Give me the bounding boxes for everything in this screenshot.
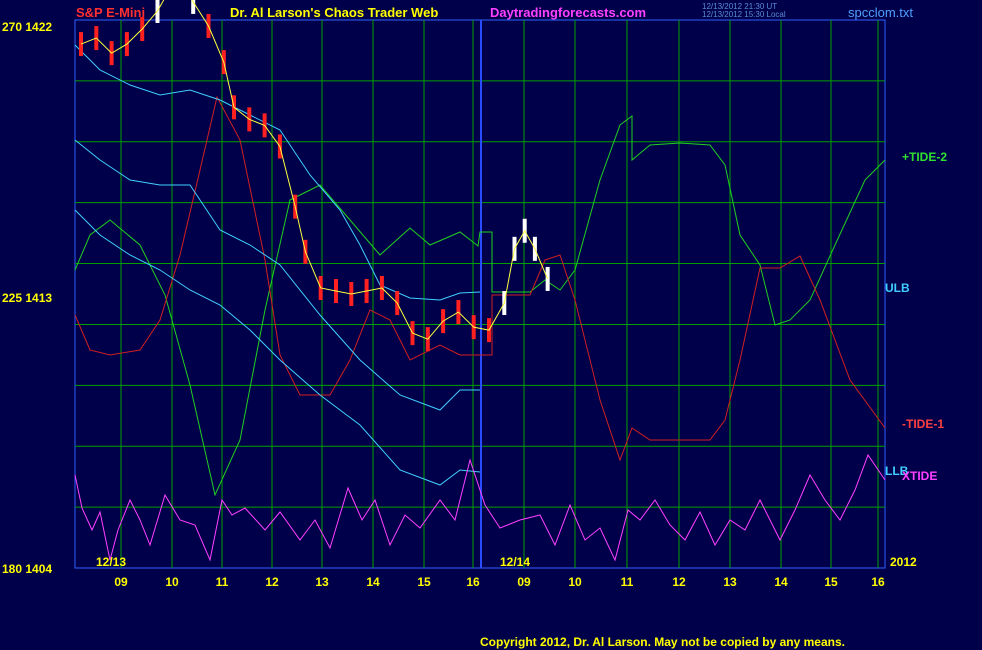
x-tick-label: 15 (417, 575, 431, 589)
y-tick-label: 225 1413 (2, 291, 52, 305)
x-tick-label: 11 (621, 575, 634, 589)
tide-plus2-line (74, 115, 886, 497)
x-tick-label: 11 (216, 575, 229, 589)
date-label: 2012 (890, 555, 917, 569)
xtide-line (74, 453, 886, 562)
timestamp-local: 12/13/2012 15:30 Local (702, 10, 786, 19)
series-label-xtide: XTIDE (902, 469, 937, 483)
x-tick-label: 09 (517, 575, 531, 589)
timestamp-ut: 12/13/2012 21:30 UT (702, 2, 778, 11)
x-tick-label: 13 (723, 575, 737, 589)
date-label: 12/13 (96, 555, 126, 569)
x-tick-label: 14 (366, 575, 380, 589)
y-tick-label: 270 1422 (2, 20, 52, 34)
chart-title: Dr. Al Larson's Chaos Trader Web (230, 5, 439, 20)
price-bar (191, 0, 196, 14)
ulb-inner-line (74, 139, 480, 411)
series-label-llb: LLB (885, 464, 909, 478)
x-tick-label: 09 (114, 575, 128, 589)
series-label-ulb: ULB (885, 281, 910, 295)
x-tick-label: 13 (315, 575, 329, 589)
series-label-tide-plus2: +TIDE-2 (902, 150, 947, 164)
copyright: Copyright 2012, Dr. Al Larson. May not b… (480, 635, 845, 649)
y-tick-label: 180 1404 (2, 562, 52, 576)
symbol-title: S&P E-Mini (76, 5, 146, 20)
ulb-line (74, 44, 481, 301)
x-tick-label: 10 (165, 575, 179, 589)
data-filename: spcclom.txt (848, 5, 914, 20)
x-tick-label: 15 (824, 575, 838, 589)
price-close-line (80, 0, 549, 340)
x-tick-label: 10 (568, 575, 582, 589)
series-label-tide-minus1: -TIDE-1 (902, 417, 944, 431)
x-tick-label: 12 (672, 575, 686, 589)
x-tick-label: 16 (871, 575, 885, 589)
tide-minus1-line (74, 95, 886, 462)
date-label: 12/14 (500, 555, 530, 569)
x-tick-label: 12 (265, 575, 279, 589)
x-tick-label: 16 (466, 575, 480, 589)
x-tick-label: 14 (774, 575, 788, 589)
llb-line (74, 209, 481, 486)
site-link[interactable]: Daytradingforecasts.com (490, 5, 647, 20)
